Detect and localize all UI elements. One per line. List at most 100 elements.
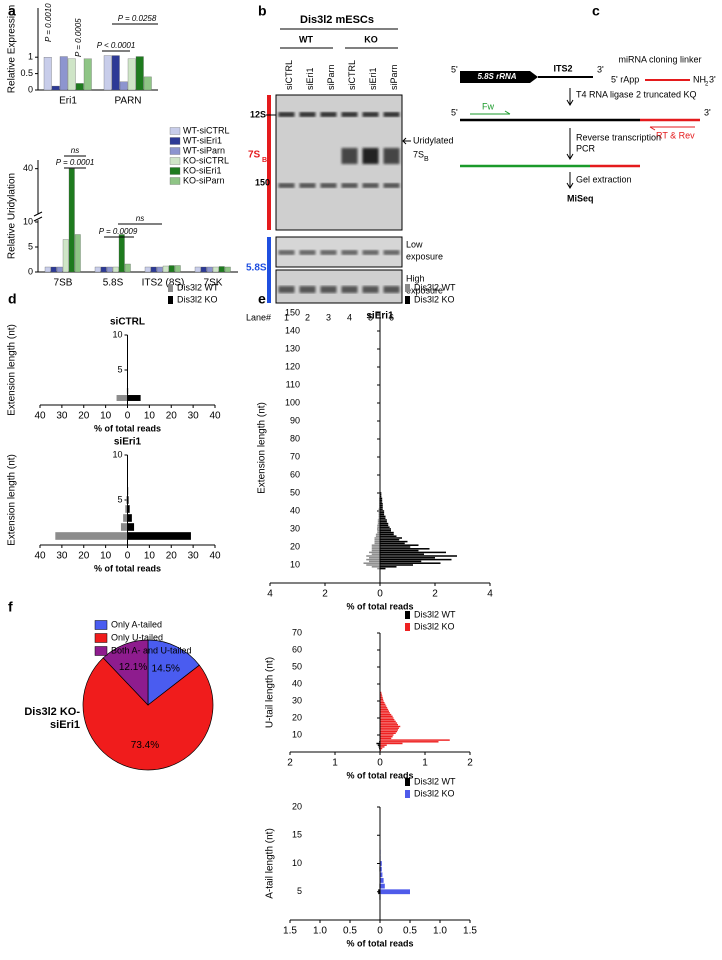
arrow xyxy=(402,137,411,145)
bar xyxy=(377,530,380,532)
bar xyxy=(374,540,380,543)
x-tick-label: 0 xyxy=(125,551,131,562)
y-tick-label: 50 xyxy=(290,487,300,497)
lane-number: 6 xyxy=(389,312,394,322)
bar xyxy=(380,528,391,530)
linker-label: miRNA cloning linker xyxy=(618,54,701,64)
lane-label: siEri1 xyxy=(305,67,315,90)
y-tick-label: 70 xyxy=(290,451,300,461)
bar xyxy=(127,58,136,91)
blot-band xyxy=(341,148,358,164)
blot-band xyxy=(362,183,379,188)
x-axis-label: % of total reads xyxy=(94,423,161,433)
x-axis-label: % of total reads xyxy=(94,563,161,573)
blot-band xyxy=(299,286,316,293)
bar xyxy=(380,695,383,697)
y-tick-label: 5 xyxy=(297,886,302,896)
bar xyxy=(380,492,382,494)
bar xyxy=(377,519,380,521)
exposure-label: Low xyxy=(406,239,423,249)
bar xyxy=(103,55,112,91)
x-tick-label: 30 xyxy=(188,411,200,422)
pie-slice xyxy=(102,639,149,706)
blot-band xyxy=(341,250,358,255)
y-tick-label: 40 xyxy=(290,505,300,515)
arrow xyxy=(566,172,574,189)
bar xyxy=(380,558,452,561)
blot-image xyxy=(275,94,403,231)
bar xyxy=(380,566,397,568)
bar xyxy=(380,710,389,712)
step-label: MiSeq xyxy=(567,193,594,203)
lane-number: 2 xyxy=(305,312,310,322)
legend-swatch xyxy=(168,296,173,304)
bar xyxy=(380,720,396,723)
bar xyxy=(378,515,380,518)
lane-number: 1 xyxy=(284,312,289,322)
bar xyxy=(380,746,385,748)
x-tick-label: 7SK xyxy=(204,278,223,289)
y-axis-label: Extension length (nt) xyxy=(7,324,18,416)
y-axis-label: Extension length (nt) xyxy=(7,454,18,546)
blot-band xyxy=(341,286,358,293)
lane-number: 4 xyxy=(347,312,352,322)
x-tick-label: 40 xyxy=(34,411,46,422)
bar xyxy=(363,562,380,564)
bar xyxy=(380,549,419,552)
lane-title: Lane# xyxy=(246,312,271,322)
bar xyxy=(380,712,390,714)
bar xyxy=(380,691,382,694)
bar xyxy=(380,526,390,528)
x-tick-label: 10 xyxy=(100,411,112,422)
panel-label: e xyxy=(258,291,266,307)
y-tick-label: 100 xyxy=(285,397,300,407)
blot-band xyxy=(383,250,400,255)
bar xyxy=(380,494,382,496)
x-tick-label: ITS2 (8S) xyxy=(142,278,185,289)
bar xyxy=(83,58,92,91)
y-tick-label: 10 xyxy=(112,449,122,459)
x-tick-label: 40 xyxy=(34,551,46,562)
lane-label: siParn xyxy=(326,64,336,90)
legend-swatch xyxy=(405,611,410,619)
y-tick-label: 140 xyxy=(285,325,300,335)
bar xyxy=(378,889,380,895)
bar xyxy=(55,532,128,540)
end-label: 5' xyxy=(451,64,458,74)
bar xyxy=(369,560,380,563)
annotation: P = 0.0258 xyxy=(118,14,157,23)
y-axis-label: Extension length (nt) xyxy=(257,402,268,494)
primer-arrow xyxy=(470,110,511,115)
bar xyxy=(194,266,201,273)
blot-band xyxy=(278,250,295,255)
bar xyxy=(380,546,411,548)
bar xyxy=(380,548,430,550)
bar xyxy=(378,517,380,519)
step-label: Reverse transcription xyxy=(576,132,661,142)
panel-label: c xyxy=(592,3,600,19)
y-tick-label: 10 xyxy=(292,729,302,739)
bar xyxy=(377,744,380,746)
bar xyxy=(369,557,380,559)
bar xyxy=(380,889,410,895)
legend-label: Both A- and U-tailed xyxy=(111,645,192,655)
end-label: 5' xyxy=(451,107,458,117)
x-tick-label: 2 xyxy=(432,589,438,600)
bar xyxy=(380,503,383,505)
bar xyxy=(380,508,383,510)
x-tick-label: 7SB xyxy=(54,278,73,289)
y-tick-label: 10 xyxy=(292,858,302,868)
bar xyxy=(380,747,383,750)
bar xyxy=(116,395,128,401)
x-tick-label: 2 xyxy=(322,589,328,600)
bar xyxy=(380,739,450,741)
x-axis-label: % of total reads xyxy=(346,770,413,780)
legend-swatch xyxy=(169,167,181,175)
x-tick-label: 30 xyxy=(56,551,68,562)
bar xyxy=(218,266,225,273)
legend-label: Dis3l2 KO xyxy=(414,621,455,631)
pie-slice xyxy=(82,657,214,771)
lane-label: siParn xyxy=(389,64,399,90)
annotation: P = 0.0005 xyxy=(74,18,83,57)
